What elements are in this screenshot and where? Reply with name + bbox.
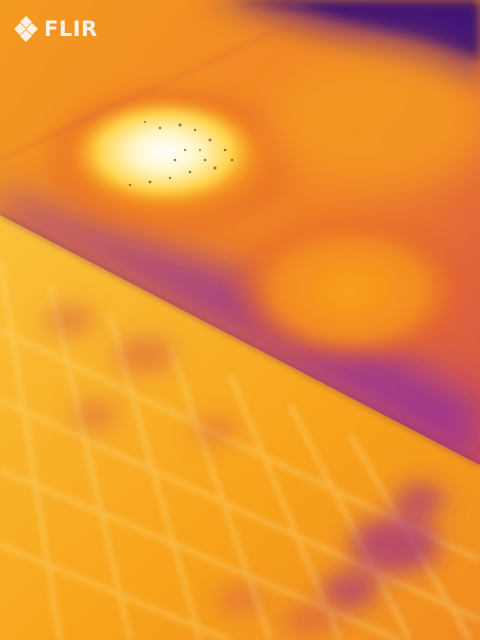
brand-name: FLIR <box>44 17 98 41</box>
hot-spot <box>70 97 260 207</box>
hot-spot-speckle <box>128 121 234 187</box>
flir-logo: FLIR <box>14 16 98 42</box>
cool-patches-lower <box>45 305 235 443</box>
warm-pool-right <box>225 210 475 370</box>
cool-patches-bottom-right <box>322 484 445 608</box>
slab-seam <box>0 213 480 467</box>
flir-logo-icon <box>14 16 38 42</box>
upper-seam <box>0 19 301 161</box>
cool-corner-halo <box>200 0 480 90</box>
cool-band <box>0 190 480 470</box>
warm-area-upper-right <box>270 50 480 190</box>
cool-patches-bottom <box>218 588 340 634</box>
